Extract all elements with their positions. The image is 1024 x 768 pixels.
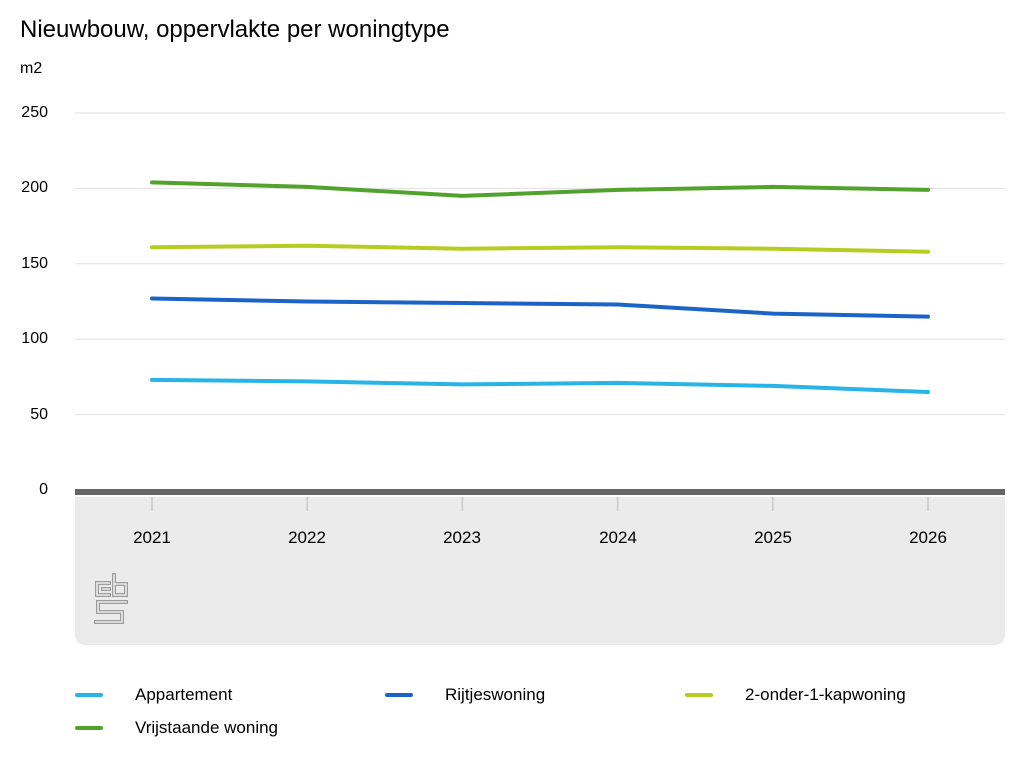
y-tick-label: 100 (21, 330, 48, 347)
series-line-appartement (150, 377, 930, 394)
x-axis-band (75, 497, 1005, 645)
series-line-rijtjeswoning (150, 296, 930, 319)
x-tick-label: 2022 (288, 528, 326, 547)
y-tick-label: 50 (30, 406, 48, 423)
legend-item-kapwoning: 2-onder-1-kapwoning (685, 684, 906, 706)
legend-swatch (685, 693, 713, 697)
series-line-2-onder-1-kapwoning (150, 243, 930, 254)
legend-item-vrijstaande-woning: Vrijstaande woning (75, 717, 278, 739)
chart-title: Nieuwbouw, oppervlakte per woningtype (20, 16, 450, 43)
y-tick-label: 250 (21, 104, 48, 121)
legend-swatch (75, 693, 103, 697)
legend-label: Rijtjeswoning (445, 685, 546, 704)
x-tick-label: 2025 (754, 528, 792, 547)
y-axis-unit-label: m2 (20, 60, 43, 77)
legend-item-appartement: Appartement (75, 684, 232, 706)
cbs-logo-inner (95, 574, 127, 623)
legend-swatch (385, 693, 413, 697)
legend-item-rijtjeswoning: Rijtjeswoning (385, 684, 545, 706)
y-tick-label: 150 (21, 255, 48, 272)
series-line-vrijstaande-woning (150, 180, 930, 198)
legend-label: Appartement (135, 685, 233, 704)
y-tick-label: 0 (39, 481, 48, 498)
x-tick-label: 2024 (599, 528, 637, 547)
legend-label: 2-onder-1-kapwoning (745, 685, 906, 704)
y-tick-label: 200 (21, 179, 48, 196)
legend-swatch (75, 726, 103, 730)
x-tick-label: 2026 (909, 528, 947, 547)
x-tick-label: 2023 (443, 528, 481, 547)
x-tick-label: 2021 (133, 528, 171, 547)
cbs-logo (94, 573, 128, 624)
x-axis-baseline (75, 489, 1005, 495)
legend-label: Vrijstaande woning (135, 718, 279, 737)
